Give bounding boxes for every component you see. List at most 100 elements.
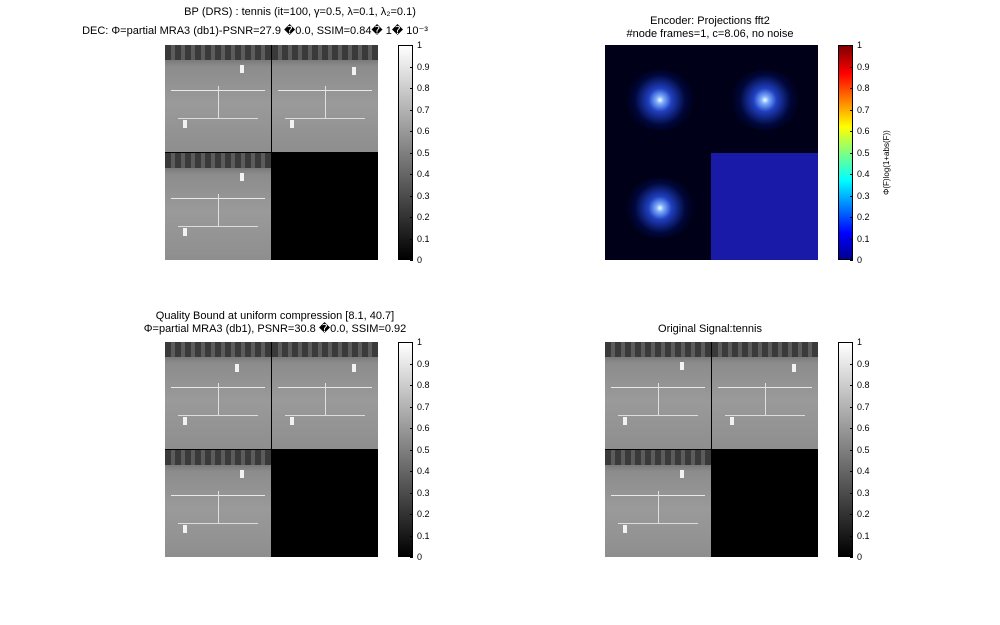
colorbar-tick-mark	[850, 514, 853, 515]
colorbar-tick-label: 0.5	[417, 149, 430, 158]
top-right-title-line2: #node frames=1, c=8.06, no noise	[560, 28, 860, 41]
colorbar-tick-mark	[410, 428, 413, 429]
colorbar-tick-mark	[850, 131, 853, 132]
colorbar-tick-label: 0.3	[857, 489, 870, 498]
tennis-frame-1	[165, 45, 271, 152]
colorbar-tick-label: 0.9	[417, 63, 430, 72]
colorbar-tick-label: 0	[857, 256, 862, 265]
tennis-frame-2	[272, 342, 378, 449]
colorbar-tick-mark	[850, 88, 853, 89]
colorbar-tick-mark	[850, 364, 853, 365]
colorbar-tick-label: 0.3	[417, 192, 430, 201]
colorbar-tick-mark	[410, 536, 413, 537]
colorbar-tick-mark	[850, 196, 853, 197]
colorbar-tick-mark	[850, 536, 853, 537]
colorbar-tick-mark	[410, 67, 413, 68]
colorbar-tick-mark	[410, 45, 413, 46]
colorbar-tick-mark	[850, 260, 853, 261]
colorbar-tick-label: 1	[417, 41, 422, 50]
colorbar-tick-label: 0	[417, 256, 422, 265]
colorbar-tick-label: 0.8	[857, 381, 870, 390]
colorbar-tick-mark	[410, 450, 413, 451]
colorbar-tick-label: 0.9	[857, 360, 870, 369]
colorbar-tick-mark	[850, 45, 853, 46]
colorbar-tick-label: 0.8	[857, 84, 870, 93]
colorbar-tick-mark	[410, 239, 413, 240]
colorbar-tick-mark	[410, 174, 413, 175]
colorbar-tick-mark	[850, 217, 853, 218]
colorbar-tick-mark	[410, 407, 413, 408]
colorbar-tick-label: 0.4	[857, 467, 870, 476]
colorbar-tick-label: 0.2	[857, 510, 870, 519]
colorbar-tick-mark	[850, 407, 853, 408]
colorbar-tick-label: 0.9	[417, 360, 430, 369]
bottom-left-title-line2: Φ=partial MRA3 (db1), PSNR=30.8 �0.0, SS…	[100, 323, 450, 336]
colorbar-tick-mark	[410, 260, 413, 261]
colorbar-tick-mark	[410, 110, 413, 111]
top-right-title-line1: Encoder: Projections fft2	[560, 15, 860, 28]
colorbar-tick-mark	[410, 131, 413, 132]
colorbar-tick-mark	[850, 471, 853, 472]
colorbar-tick-label: 0.6	[857, 424, 870, 433]
tennis-frame-1	[165, 342, 271, 449]
bottom-left-title-line1: Quality Bound at uniform compression [8.…	[110, 310, 440, 323]
bottom-right-title-line1: Original Signal:tennis	[560, 323, 860, 336]
colorbar-tick-mark	[850, 385, 853, 386]
colorbar-tick-mark	[850, 67, 853, 68]
colorbar-tick-mark	[410, 471, 413, 472]
colorbar-tick-mark	[850, 342, 853, 343]
colorbar-tick-label: 0.6	[857, 127, 870, 136]
bottom-left-image	[165, 342, 378, 557]
colorbar-tick-label: 0	[857, 553, 862, 562]
colorbar-tick-label: 0.2	[417, 213, 430, 222]
colorbar-tick-label: 0.1	[857, 235, 870, 244]
colorbar-tick-mark	[850, 450, 853, 451]
colorbar-tick-label: 1	[857, 41, 862, 50]
colorbar-tick-label: 0.4	[417, 467, 430, 476]
top-left-image	[165, 45, 378, 260]
colorbar-tick-mark	[410, 196, 413, 197]
tennis-frame-3	[605, 450, 711, 557]
colorbar-tick-label: 0.9	[857, 63, 870, 72]
tennis-frame-2	[712, 342, 818, 449]
colorbar-tick-mark	[410, 364, 413, 365]
tennis-frame-3	[165, 153, 271, 260]
top-left-title-line1: BP (DRS) : tennis (it=100, γ=0.5, λ=0.1,…	[110, 6, 490, 19]
colorbar-tick-label: 1	[417, 338, 422, 347]
colorbar-tick-label: 0.4	[857, 170, 870, 179]
colorbar-tick-mark	[410, 217, 413, 218]
colorbar-tick-mark	[850, 174, 853, 175]
colorbar-tick-label: 0.3	[857, 192, 870, 201]
colorbar-tick-mark	[410, 342, 413, 343]
colorbar-tick-mark	[410, 88, 413, 89]
colorbar-tick-mark	[410, 153, 413, 154]
colorbar-tick-label: 0.5	[417, 446, 430, 455]
colorbar-tick-mark	[850, 493, 853, 494]
colorbar-tick-label: 0.4	[417, 170, 430, 179]
colorbar-tick-label: 0.5	[857, 149, 870, 158]
colorbar-tick-label: 0.6	[417, 127, 430, 136]
colorbar-tick-label: 0.2	[417, 510, 430, 519]
colorbar-tick-label: 0.7	[417, 106, 430, 115]
colorbar-tick-mark	[410, 557, 413, 558]
colorbar-tick-mark	[850, 110, 853, 111]
top-left-title-line2: DEC: Φ=partial MRA3 (db1)-PSNR=27.9 �0.0…	[20, 25, 490, 38]
tennis-frame-2	[272, 45, 378, 152]
bottom-right-image	[605, 342, 818, 557]
colorbar-tick-label: 0.6	[417, 424, 430, 433]
colorbar-tick-mark	[850, 153, 853, 154]
colorbar-tick-label: 0.3	[417, 489, 430, 498]
colorbar-tick-label: 0.7	[417, 403, 430, 412]
top-right-image	[605, 45, 818, 260]
colorbar-tick-label: 0.1	[417, 235, 430, 244]
top-right-colorbar-label: Φ(F)log(1+abs(F))	[882, 130, 891, 195]
tennis-frame-3	[165, 450, 271, 557]
colorbar-tick-label: 0.7	[857, 403, 870, 412]
colorbar-tick-mark	[850, 557, 853, 558]
colorbar-tick-label: 0.8	[417, 381, 430, 390]
colorbar-tick-label: 0.1	[857, 532, 870, 541]
colorbar-tick-label: 0.8	[417, 84, 430, 93]
colorbar-tick-label: 0.7	[857, 106, 870, 115]
colorbar-tick-label: 0.1	[417, 532, 430, 541]
colorbar-tick-mark	[850, 239, 853, 240]
